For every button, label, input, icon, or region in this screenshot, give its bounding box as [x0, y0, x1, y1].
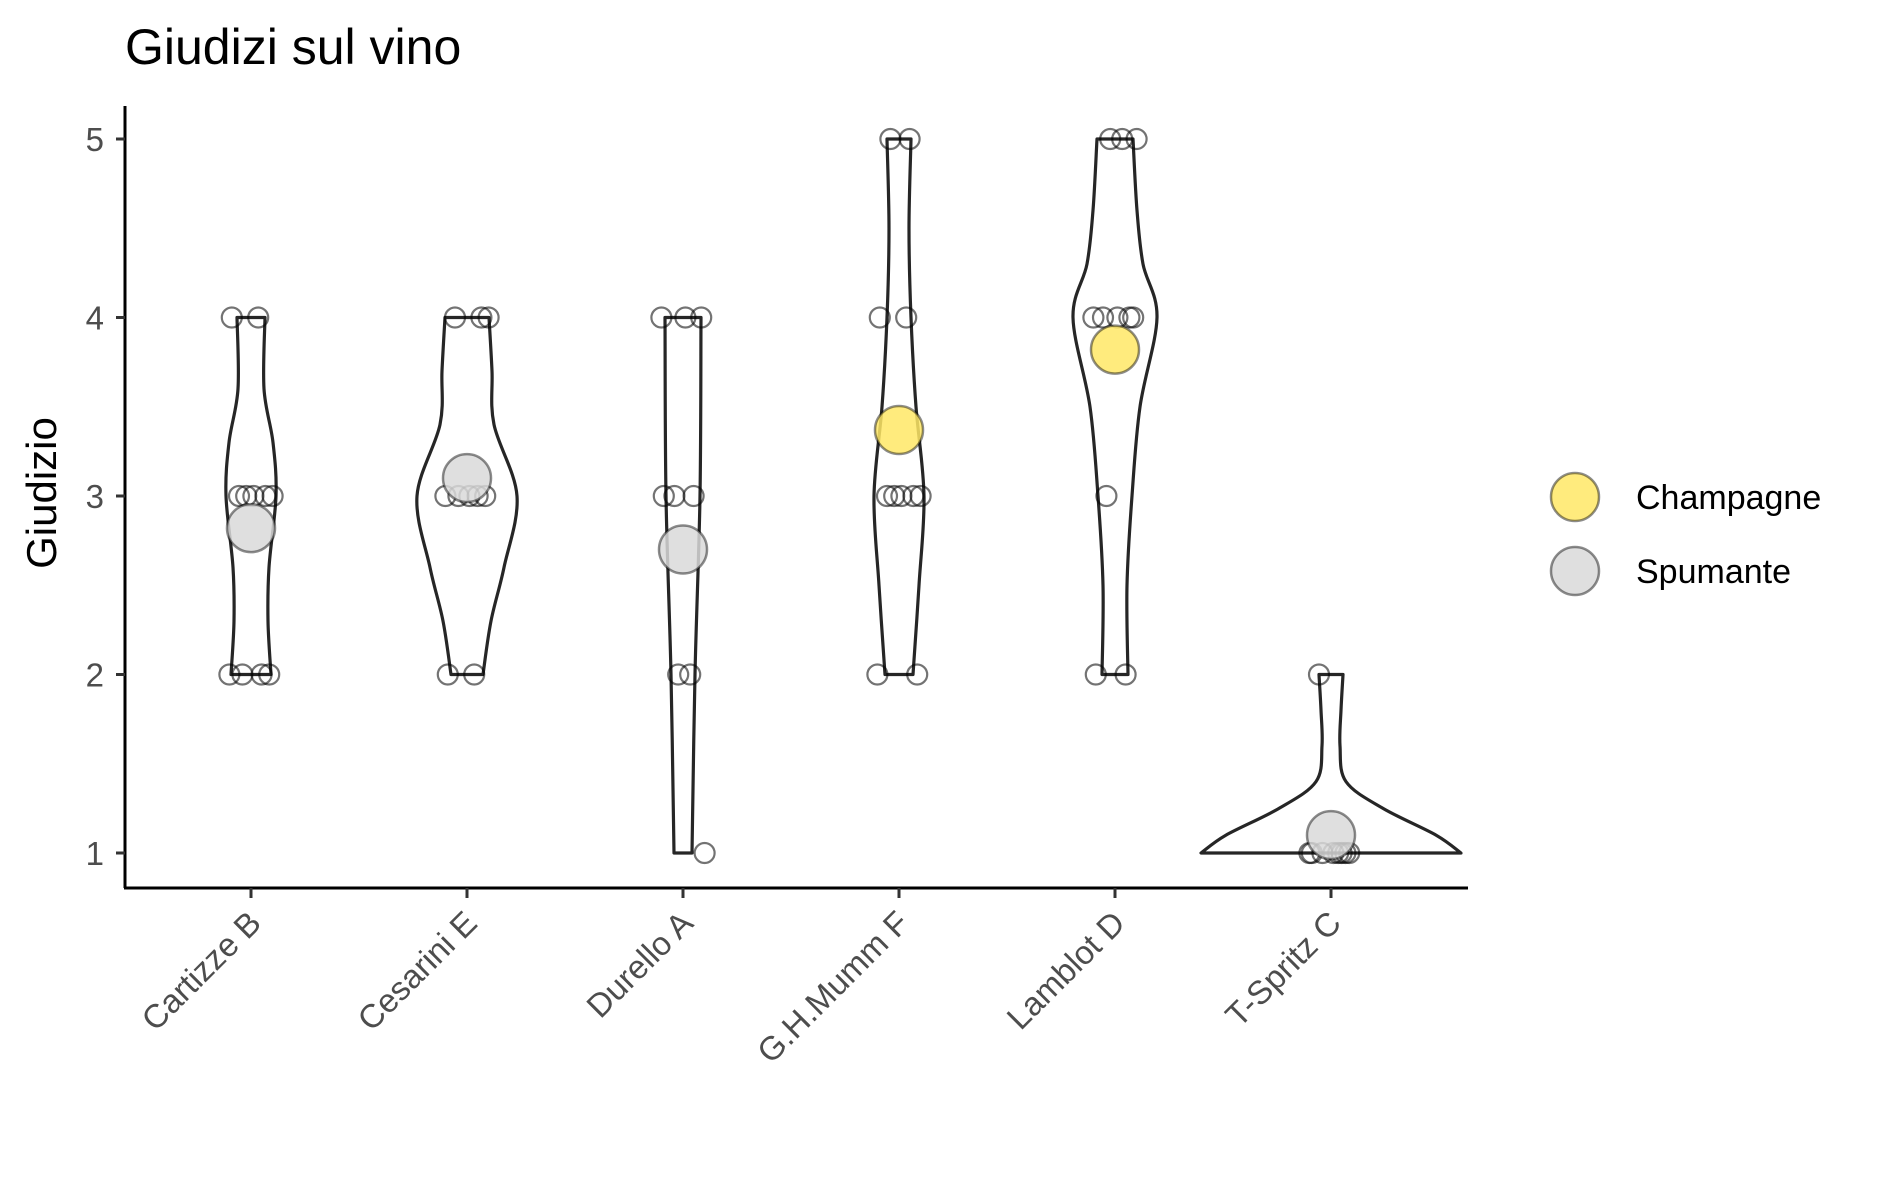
rating-point	[250, 663, 273, 686]
chart-title: Giudizi sul vino	[125, 19, 461, 75]
legend-swatch	[1549, 545, 1601, 597]
mean-marker	[225, 502, 277, 554]
rating-point	[902, 484, 925, 508]
x-tick-label: G.H.Mumm F	[750, 904, 916, 1070]
rating-point	[477, 306, 500, 329]
violin-outline	[224, 315, 278, 677]
rating-point	[674, 306, 697, 329]
rating-point	[895, 306, 918, 329]
x-tick-label: Cartizze B	[134, 904, 268, 1038]
rating-point	[1125, 127, 1148, 151]
rating-point	[1099, 127, 1122, 151]
rating-point	[1091, 306, 1115, 329]
mean-marker	[441, 452, 493, 504]
rating-point	[652, 484, 675, 508]
legend-swatch	[1549, 471, 1601, 523]
y-ticks: 1 2 3 4 5	[86, 121, 125, 872]
rating-point	[1095, 484, 1118, 508]
y-tick-label: 2	[86, 657, 104, 694]
rating-point	[890, 484, 913, 508]
rating-point	[866, 663, 889, 686]
rating-point	[679, 663, 702, 686]
rating-point	[1114, 663, 1137, 686]
violin-outline	[1071, 137, 1159, 677]
rating-point	[463, 663, 486, 686]
rating-point	[906, 663, 929, 686]
y-tick-label: 4	[86, 300, 104, 337]
mean-marker	[657, 524, 709, 575]
x-tick-label: Durello A	[579, 904, 700, 1025]
rating-point	[868, 306, 891, 329]
mean-marker	[1089, 324, 1141, 375]
y-tick-label: 3	[86, 478, 104, 515]
rating-point	[254, 484, 277, 508]
x-tick-label: T-Spritz C	[1218, 904, 1348, 1034]
mean-marker	[873, 404, 925, 456]
mean-marker	[1305, 809, 1357, 861]
rating-point	[247, 306, 270, 329]
rating-point	[682, 484, 705, 508]
rating-point	[667, 663, 690, 686]
x-tick-label: Cesarini E	[350, 904, 484, 1038]
x-ticks: Cartizze B Cesarini E Durello A G.H.Mumm F L…	[134, 888, 1348, 1070]
rating-point	[1122, 306, 1145, 329]
rating-point	[220, 306, 243, 329]
rating-point	[1111, 127, 1134, 151]
rating-point	[1307, 663, 1331, 686]
rating-point	[875, 484, 899, 508]
rating-point	[898, 127, 921, 151]
violin-outline	[663, 315, 703, 855]
rating-point	[227, 484, 251, 508]
rating-point	[1084, 663, 1107, 686]
legend-label: Spumante	[1636, 553, 1791, 591]
rating-point	[258, 663, 281, 686]
rating-point	[470, 306, 493, 329]
rating-point	[218, 663, 241, 686]
rating-points	[218, 127, 1361, 865]
y-tick-label: 5	[86, 121, 104, 158]
violin-outline	[1199, 672, 1463, 855]
rating-point	[650, 306, 673, 329]
y-axis-title: Giudizio	[18, 417, 65, 569]
rating-point	[690, 306, 713, 329]
legend-label: Champagne	[1636, 479, 1821, 517]
mean-markers	[225, 324, 1357, 861]
rating-point	[693, 841, 716, 865]
violins	[224, 137, 1463, 855]
y-tick-label: 1	[86, 835, 104, 872]
legend: Champagne Spumante	[1549, 471, 1821, 597]
y-axis-title-group: Giudizio	[18, 417, 65, 569]
rating-point	[436, 663, 459, 686]
rating-point	[443, 306, 467, 329]
rating-point	[1082, 306, 1105, 329]
x-tick-label: Lamblot D	[999, 904, 1132, 1037]
